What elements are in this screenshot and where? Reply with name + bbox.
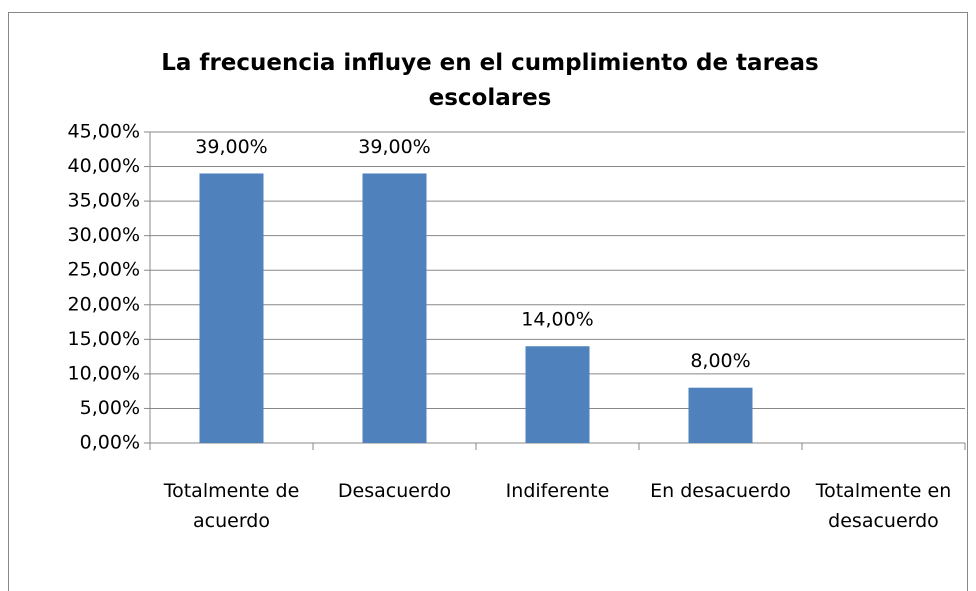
y-tick-label: 20,00%	[68, 293, 140, 315]
data-label: 14,00%	[521, 309, 593, 331]
y-tick-label: 25,00%	[68, 259, 140, 281]
x-tick-label: Indiferente	[505, 480, 610, 502]
data-label: 39,00%	[195, 136, 267, 158]
x-tick-label: Totalmente en desacuerdo	[815, 480, 952, 532]
y-tick-label: 10,00%	[68, 362, 140, 384]
chart-title: La frecuencia influye en el cumplimiento…	[161, 50, 819, 111]
y-tick-label: 30,00%	[68, 224, 140, 246]
x-tick-label: Desacuerdo	[337, 480, 452, 502]
x-tick-label: Totalmente de acuerdo	[163, 480, 300, 532]
bar	[199, 173, 264, 443]
y-tick-label: 15,00%	[68, 328, 140, 350]
data-label: 39,00%	[358, 136, 430, 158]
y-tick-label: 45,00%	[68, 121, 140, 143]
y-tick-label: 40,00%	[68, 155, 140, 177]
bar	[362, 173, 427, 443]
bar	[688, 387, 753, 443]
y-tick-label: 0,00%	[80, 432, 140, 454]
bar	[525, 346, 590, 443]
data-label: 8,00%	[690, 350, 750, 372]
y-tick-label: 35,00%	[68, 190, 140, 212]
x-tick-label: En desacuerdo	[650, 480, 791, 502]
y-tick-label: 5,00%	[80, 397, 140, 419]
chart-border	[8, 12, 968, 591]
